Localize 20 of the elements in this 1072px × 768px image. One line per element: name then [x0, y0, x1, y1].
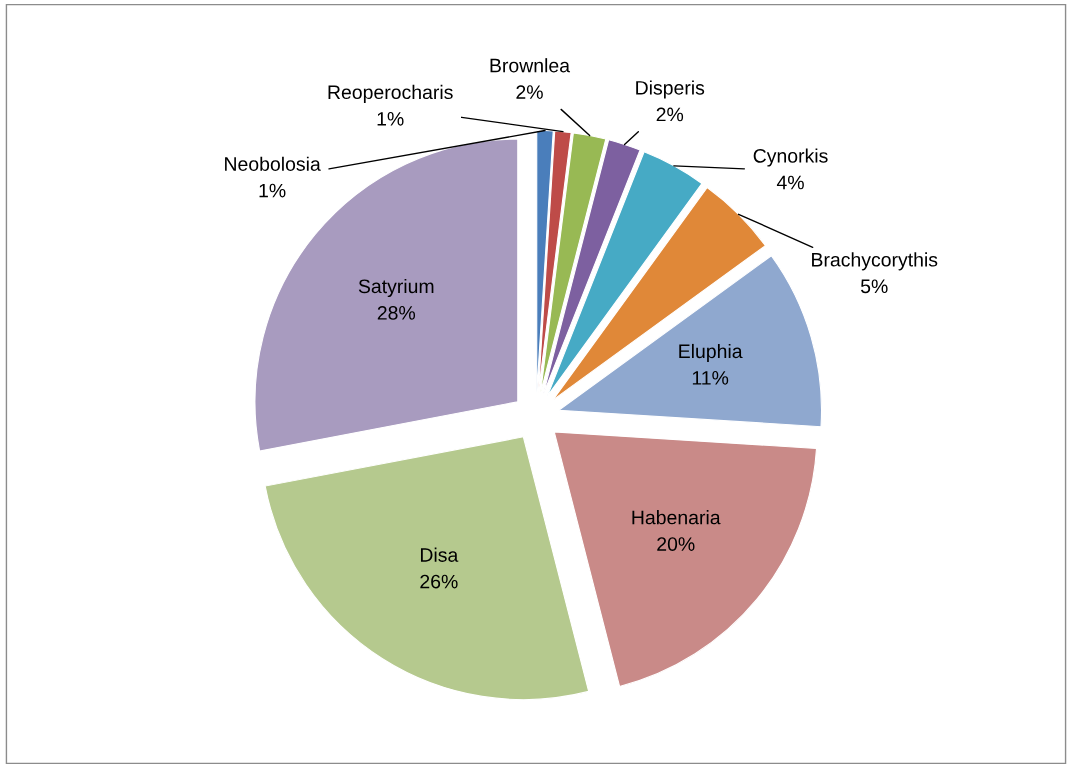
data-label: 1% [259, 183, 286, 198]
data-label: 1% [377, 112, 404, 126]
data-label: 20% [657, 537, 695, 551]
data-label: 4% [776, 175, 804, 190]
data-label: 2% [516, 85, 543, 99]
slice-label: Reoperocharis [328, 84, 453, 103]
slice-label: Satyrium [358, 278, 434, 298]
data-label: 11% [692, 371, 729, 385]
slice-label: Habenaria [632, 510, 721, 525]
slice-label: Brachycorythis [812, 252, 938, 271]
data-label: 5% [860, 279, 888, 294]
slice-label: Disa [420, 547, 459, 562]
data-label: 26% [420, 574, 458, 589]
slice-label: Brownlea [490, 58, 571, 73]
data-label: 28% [377, 306, 416, 320]
slice-label: Eluphia [679, 343, 743, 363]
slice-label: Cynorkis [753, 148, 828, 167]
data-label: 2% [656, 107, 684, 122]
slice-label: Neobolosia [225, 156, 321, 171]
slice-label: Disperis [636, 80, 705, 99]
